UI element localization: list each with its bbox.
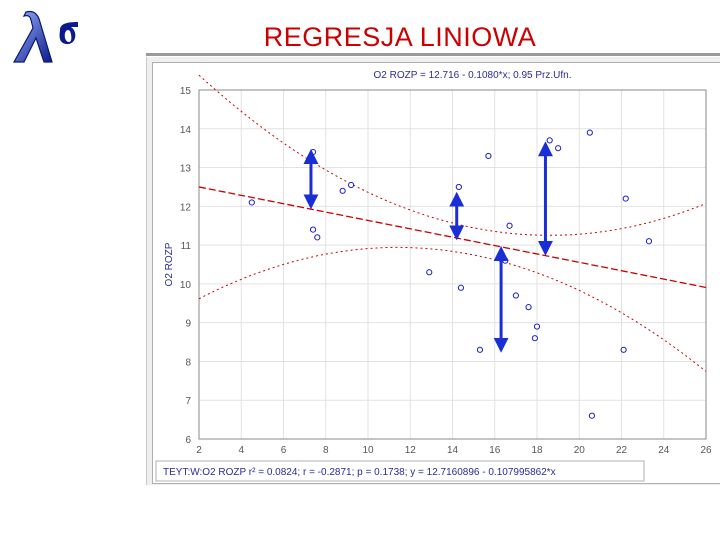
x-tick-label: 6 (281, 445, 287, 456)
data-point (348, 181, 355, 189)
data-point (586, 129, 593, 136)
x-tick-label: 2 (196, 445, 202, 456)
y-tick-label: 9 (185, 319, 191, 330)
title-divider (146, 53, 720, 56)
data-point (457, 284, 465, 291)
chart-title: O2 ROZP = 12.716 - 0.1080*x; 0.95 Prz.Uf… (374, 70, 572, 81)
data-point (546, 137, 553, 144)
data-point (248, 199, 255, 206)
data-point (502, 257, 509, 264)
y-tick-label: 6 (185, 435, 191, 446)
y-tick-label: 13 (180, 164, 192, 175)
x-tick-label: 18 (531, 445, 543, 456)
y-axis-label: O2 ROZP (164, 242, 175, 286)
x-tick-label: 24 (658, 445, 670, 456)
x-tick-label: 26 (700, 445, 712, 456)
data-point (531, 335, 538, 342)
data-point (426, 269, 433, 276)
data-point (512, 292, 519, 299)
confidence-band-lower (198, 246, 707, 372)
x-tick-label: 22 (616, 445, 628, 456)
data-point (506, 222, 513, 229)
x-tick-label: 20 (574, 445, 586, 456)
data-point (476, 346, 484, 353)
data-point (485, 152, 492, 160)
y-tick-label: 7 (185, 396, 191, 407)
y-tick-label: 11 (181, 241, 192, 252)
lambda-sigma-logo-icon (8, 4, 88, 70)
x-tick-label: 14 (447, 445, 459, 456)
y-tick-label: 8 (185, 357, 191, 368)
x-tick-label: 12 (405, 445, 417, 456)
chart-panel (152, 62, 720, 484)
y-tick-label: 12 (180, 202, 192, 213)
stats-box (155, 460, 645, 482)
data-point (533, 323, 541, 330)
regression-line (198, 186, 707, 289)
data-point (314, 234, 321, 241)
x-tick-label: 4 (238, 445, 244, 456)
y-tick-label: 10 (180, 280, 192, 291)
x-tick-label: 8 (323, 445, 329, 456)
data-point (645, 238, 653, 245)
slide-title: REGRESJA LINIOWA (263, 22, 537, 52)
data-point (622, 195, 629, 202)
regression-stats: TEYT:W:O2 ROZP r² = 0.0824; r = -0.2871;… (163, 467, 556, 478)
data-point (620, 346, 627, 353)
data-point (525, 304, 532, 311)
data-point (455, 183, 462, 191)
plot-area-border (198, 89, 707, 440)
data-point (309, 226, 317, 233)
data-point (339, 187, 346, 194)
y-tick-label: 14 (180, 125, 192, 136)
x-tick-label: 10 (362, 445, 374, 456)
data-point (555, 145, 562, 152)
y-tick-label: 15 (180, 86, 192, 97)
x-tick-label: 16 (489, 445, 501, 456)
data-point (588, 412, 596, 419)
